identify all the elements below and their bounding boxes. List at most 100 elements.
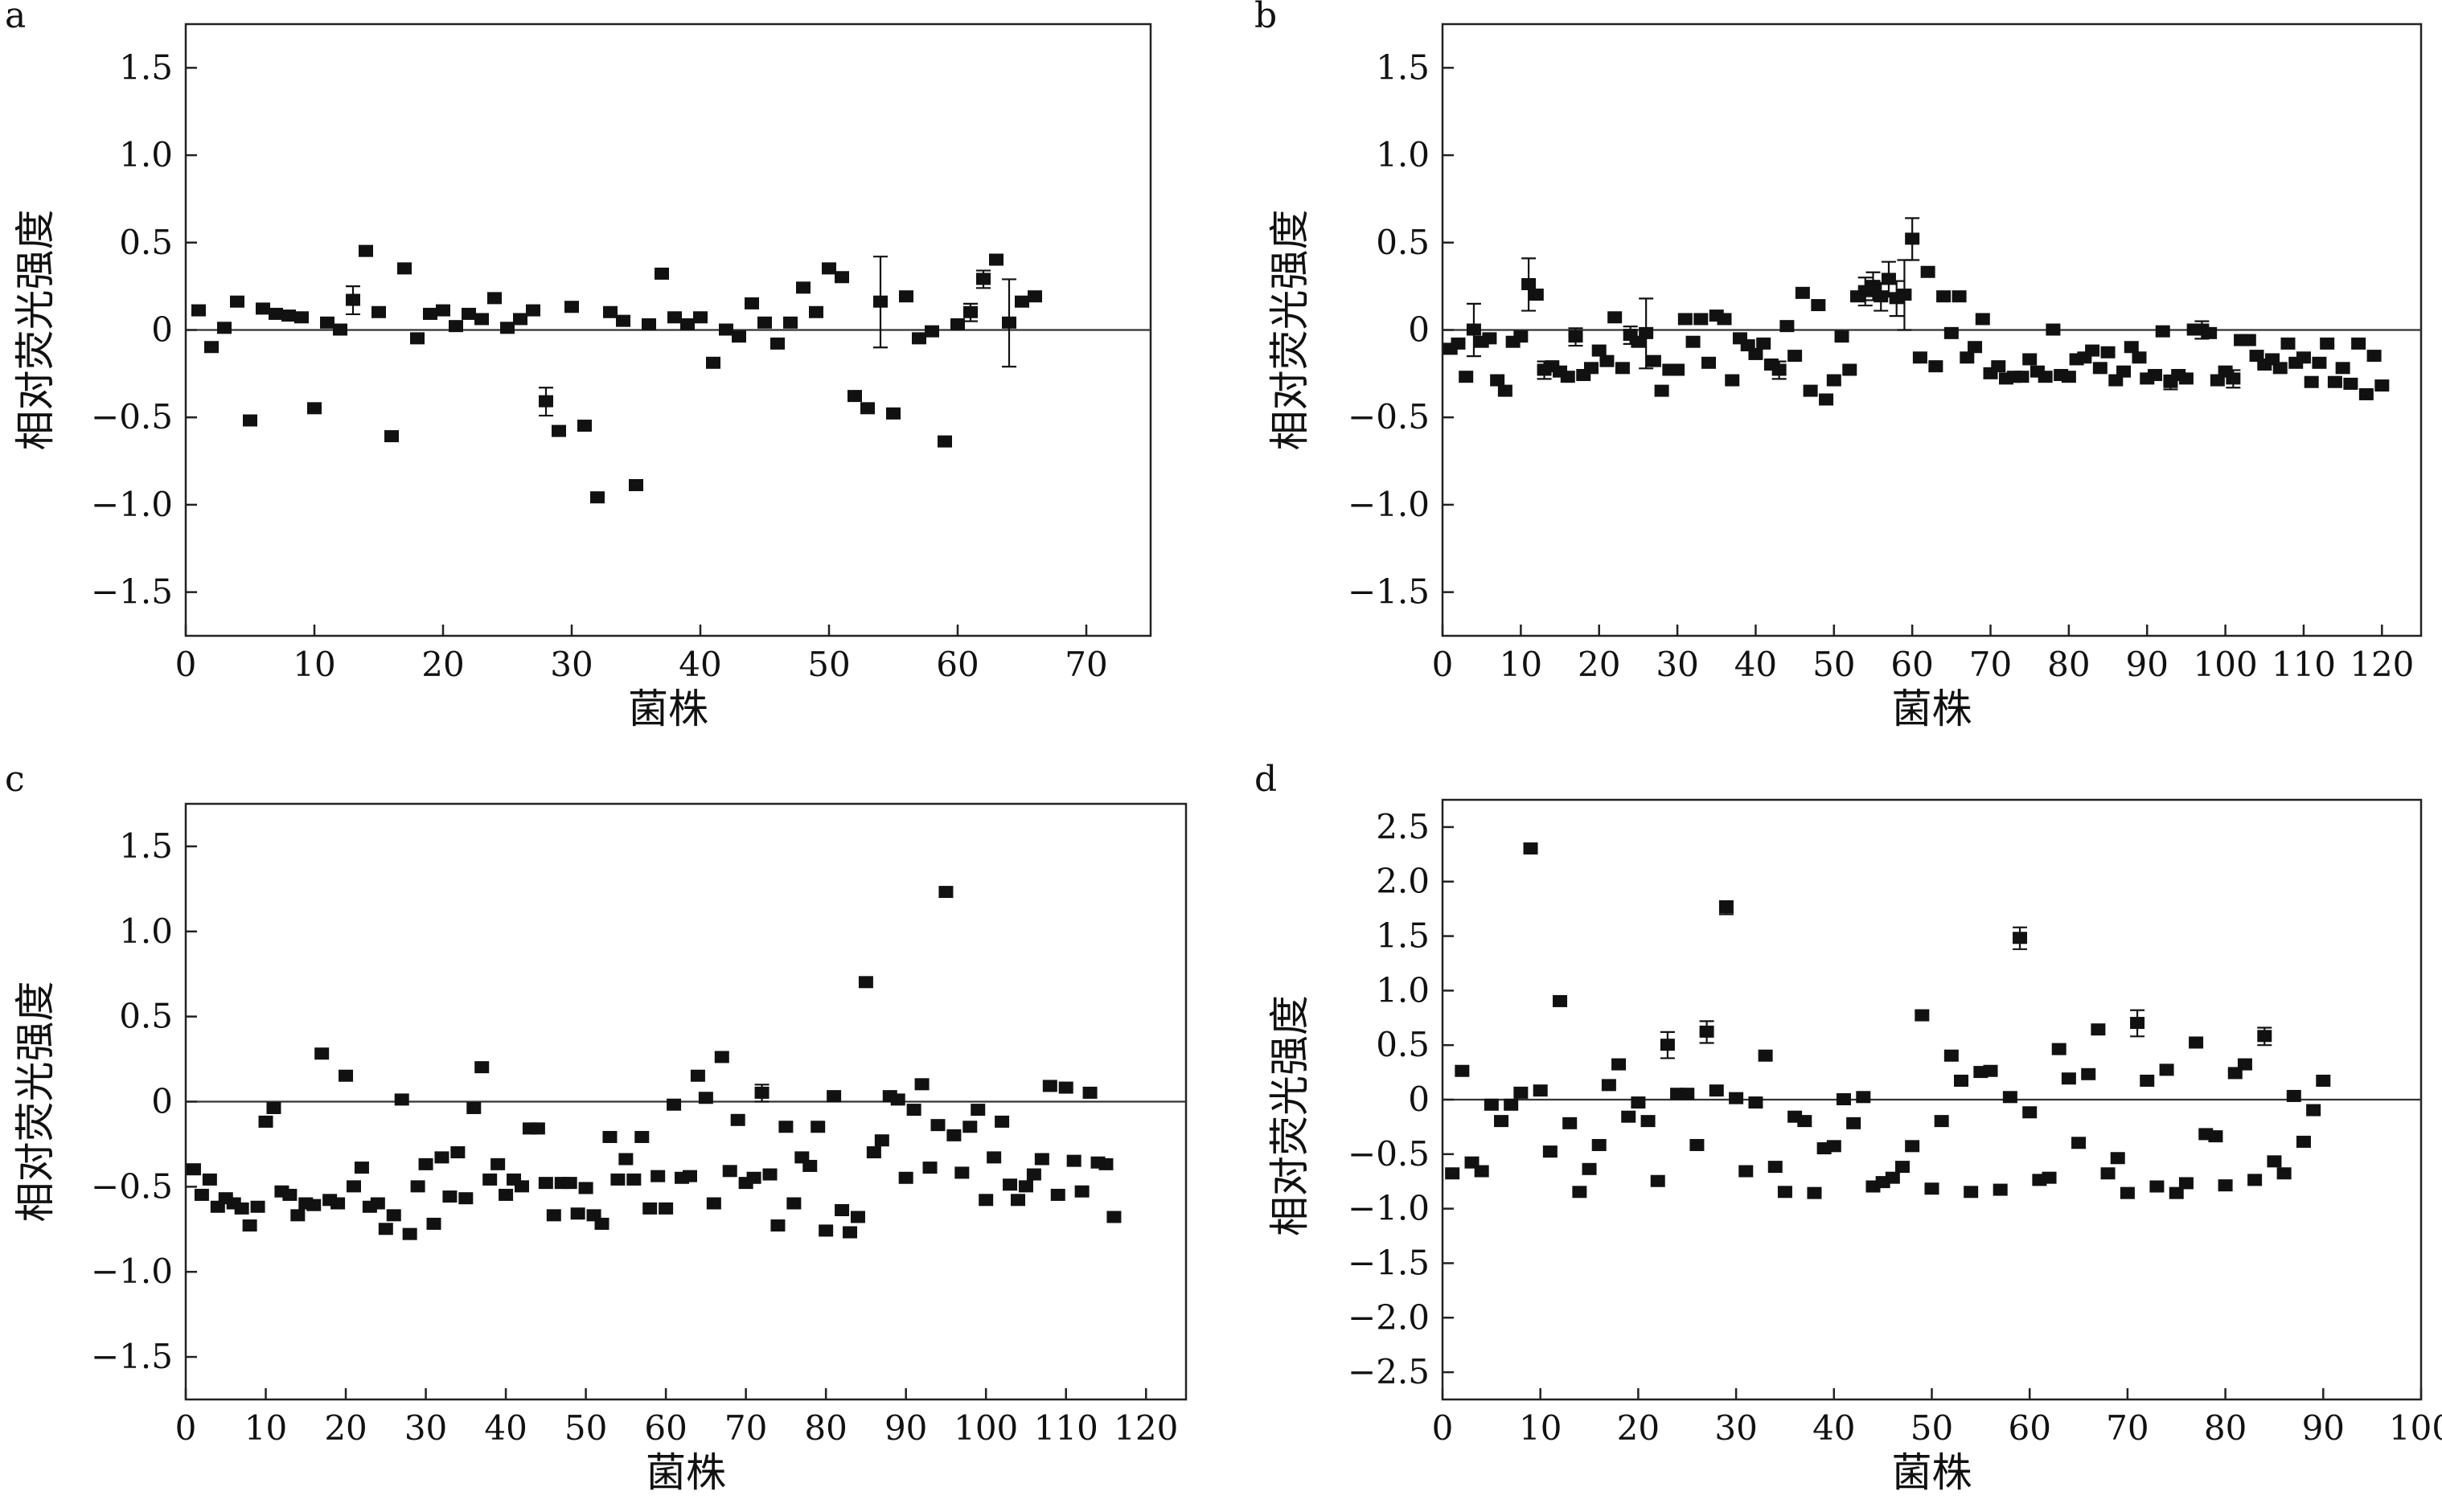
panel-c-point <box>186 1163 201 1176</box>
panel-d-ytick-label: −2.0 <box>1348 1297 1430 1337</box>
panel-b-point <box>2100 346 2116 359</box>
panel-c-point <box>778 1121 794 1133</box>
panel-b-xtick-label: 30 <box>1656 645 1698 684</box>
panel-d-point <box>1591 1138 1607 1151</box>
panel-a-letter: a <box>5 0 26 36</box>
panel-c-point <box>682 1170 697 1182</box>
panel-d-point <box>2081 1067 2096 1080</box>
panel-b-point <box>1725 374 1740 387</box>
panel-b-point <box>1748 347 1763 360</box>
panel-c-point <box>938 886 954 899</box>
panel-c-ytick-label: 1.5 <box>119 826 173 866</box>
panel-d-point <box>2130 1017 2145 1030</box>
panel-d-point <box>1504 1098 1519 1111</box>
panel-c-point <box>402 1227 417 1240</box>
panel-a-point <box>706 356 720 369</box>
panel-c-xtick-label: 0 <box>175 1408 197 1448</box>
panel-c-point <box>827 1090 842 1103</box>
panel-a-point <box>655 267 669 280</box>
panel-c-point <box>642 1202 658 1215</box>
panel-c-point <box>538 1177 553 1190</box>
panel-c-point <box>1003 1178 1018 1191</box>
panel-c-point <box>354 1162 369 1174</box>
panel-c-point <box>1074 1185 1090 1198</box>
panel-c-point <box>730 1113 745 1126</box>
panel-c-point <box>762 1168 778 1181</box>
panel-b-point <box>2116 365 2132 378</box>
panel-c-point <box>1098 1158 1114 1170</box>
panel-d-point <box>1572 1186 1587 1199</box>
panel-a-point <box>925 325 939 338</box>
panel-d-point <box>1748 1096 1763 1109</box>
panel-c-xtick-label: 50 <box>564 1408 607 1448</box>
panel-c-point <box>314 1047 330 1060</box>
panel-b-point <box>1905 232 1920 245</box>
panel-a-point <box>680 318 695 330</box>
panel-a-point <box>757 316 772 329</box>
panel-b-point <box>1497 384 1512 397</box>
panel-d-ytick-label: 2.5 <box>1376 807 1430 846</box>
panel-a-point <box>1002 316 1016 329</box>
panel-d-point <box>2159 1063 2174 1076</box>
panel-a-ytick-label: −1.5 <box>91 572 173 612</box>
panel-c-xtick-label: 60 <box>644 1408 687 1448</box>
panel-c-xtick-label: 10 <box>244 1408 287 1448</box>
panel-c-point <box>811 1121 826 1133</box>
panel-b-point <box>1717 313 1732 326</box>
panel-b-point <box>1771 363 1787 376</box>
panel-c-point <box>266 1101 281 1114</box>
panel-b-letter: b <box>1254 0 1277 36</box>
panel-a-point <box>809 305 823 318</box>
panel-d-xtick-label: 80 <box>2204 1408 2247 1448</box>
panel-a-point <box>1015 295 1029 308</box>
panel-a-point <box>989 253 1003 266</box>
panel-d-point <box>2120 1186 2135 1199</box>
panel-a-point <box>500 322 515 334</box>
panel-c-point <box>202 1173 217 1186</box>
panel-a-xlabel: 菌株 <box>628 686 708 732</box>
panel-b-point <box>1756 337 1771 350</box>
panel-b-xtick-label: 0 <box>1432 645 1454 684</box>
panel-d-point <box>2169 1186 2184 1199</box>
panel-b-point <box>2085 344 2100 357</box>
panel-b-point <box>2272 362 2288 375</box>
panel-c-point <box>858 976 873 989</box>
panel-a-point <box>410 332 425 345</box>
panel-a-ytick-label: 0.5 <box>119 223 173 262</box>
panel-a-point <box>860 402 875 415</box>
panel-b-point <box>1693 313 1709 326</box>
panel-d-point <box>1943 1049 1959 1062</box>
panel-d-ytick-label: 0.5 <box>1376 1025 1430 1064</box>
panel-d-point <box>1513 1086 1529 1099</box>
panel-a-ytick-label: 0 <box>151 310 173 350</box>
panel-c-point <box>1066 1154 1081 1167</box>
panel-c-point <box>962 1121 978 1133</box>
panel-c-ytick-label: −1.5 <box>91 1337 173 1376</box>
panel-d-point <box>1777 1186 1792 1199</box>
panel-a-ytick-label: 1.0 <box>119 135 173 174</box>
panel-d-point <box>2140 1074 2155 1087</box>
panel-c-point <box>802 1159 818 1172</box>
panel-c-xtick-label: 70 <box>724 1408 767 1448</box>
panel-b-point <box>1975 313 1990 326</box>
panel-d-point <box>2286 1089 2301 1102</box>
panel-a-ytick-label: −1.0 <box>91 485 173 524</box>
panel-b-point <box>1826 374 1841 387</box>
panel-d-point <box>1894 1161 1910 1174</box>
panel-b-point <box>2046 323 2061 336</box>
panel-b-point <box>1568 330 1583 343</box>
panel-c-point <box>706 1197 721 1210</box>
panel-c-point <box>835 1203 850 1216</box>
panel-d-point <box>2306 1104 2321 1117</box>
panel-c-point <box>290 1209 306 1222</box>
panel-d-point <box>1699 1025 1714 1038</box>
panel-c-point <box>466 1101 482 1114</box>
panel-c-point <box>946 1129 962 1141</box>
panel-c-xtick-label: 90 <box>884 1408 927 1448</box>
panel-d-point <box>1738 1165 1754 1178</box>
panel-d-point <box>1621 1110 1636 1123</box>
panel-d-point <box>2189 1036 2204 1049</box>
panel-a-xtick-label: 0 <box>175 645 197 684</box>
panel-d-xtick-label: 90 <box>2302 1408 2345 1448</box>
panel-d-xtick-label: 50 <box>1911 1408 1953 1448</box>
